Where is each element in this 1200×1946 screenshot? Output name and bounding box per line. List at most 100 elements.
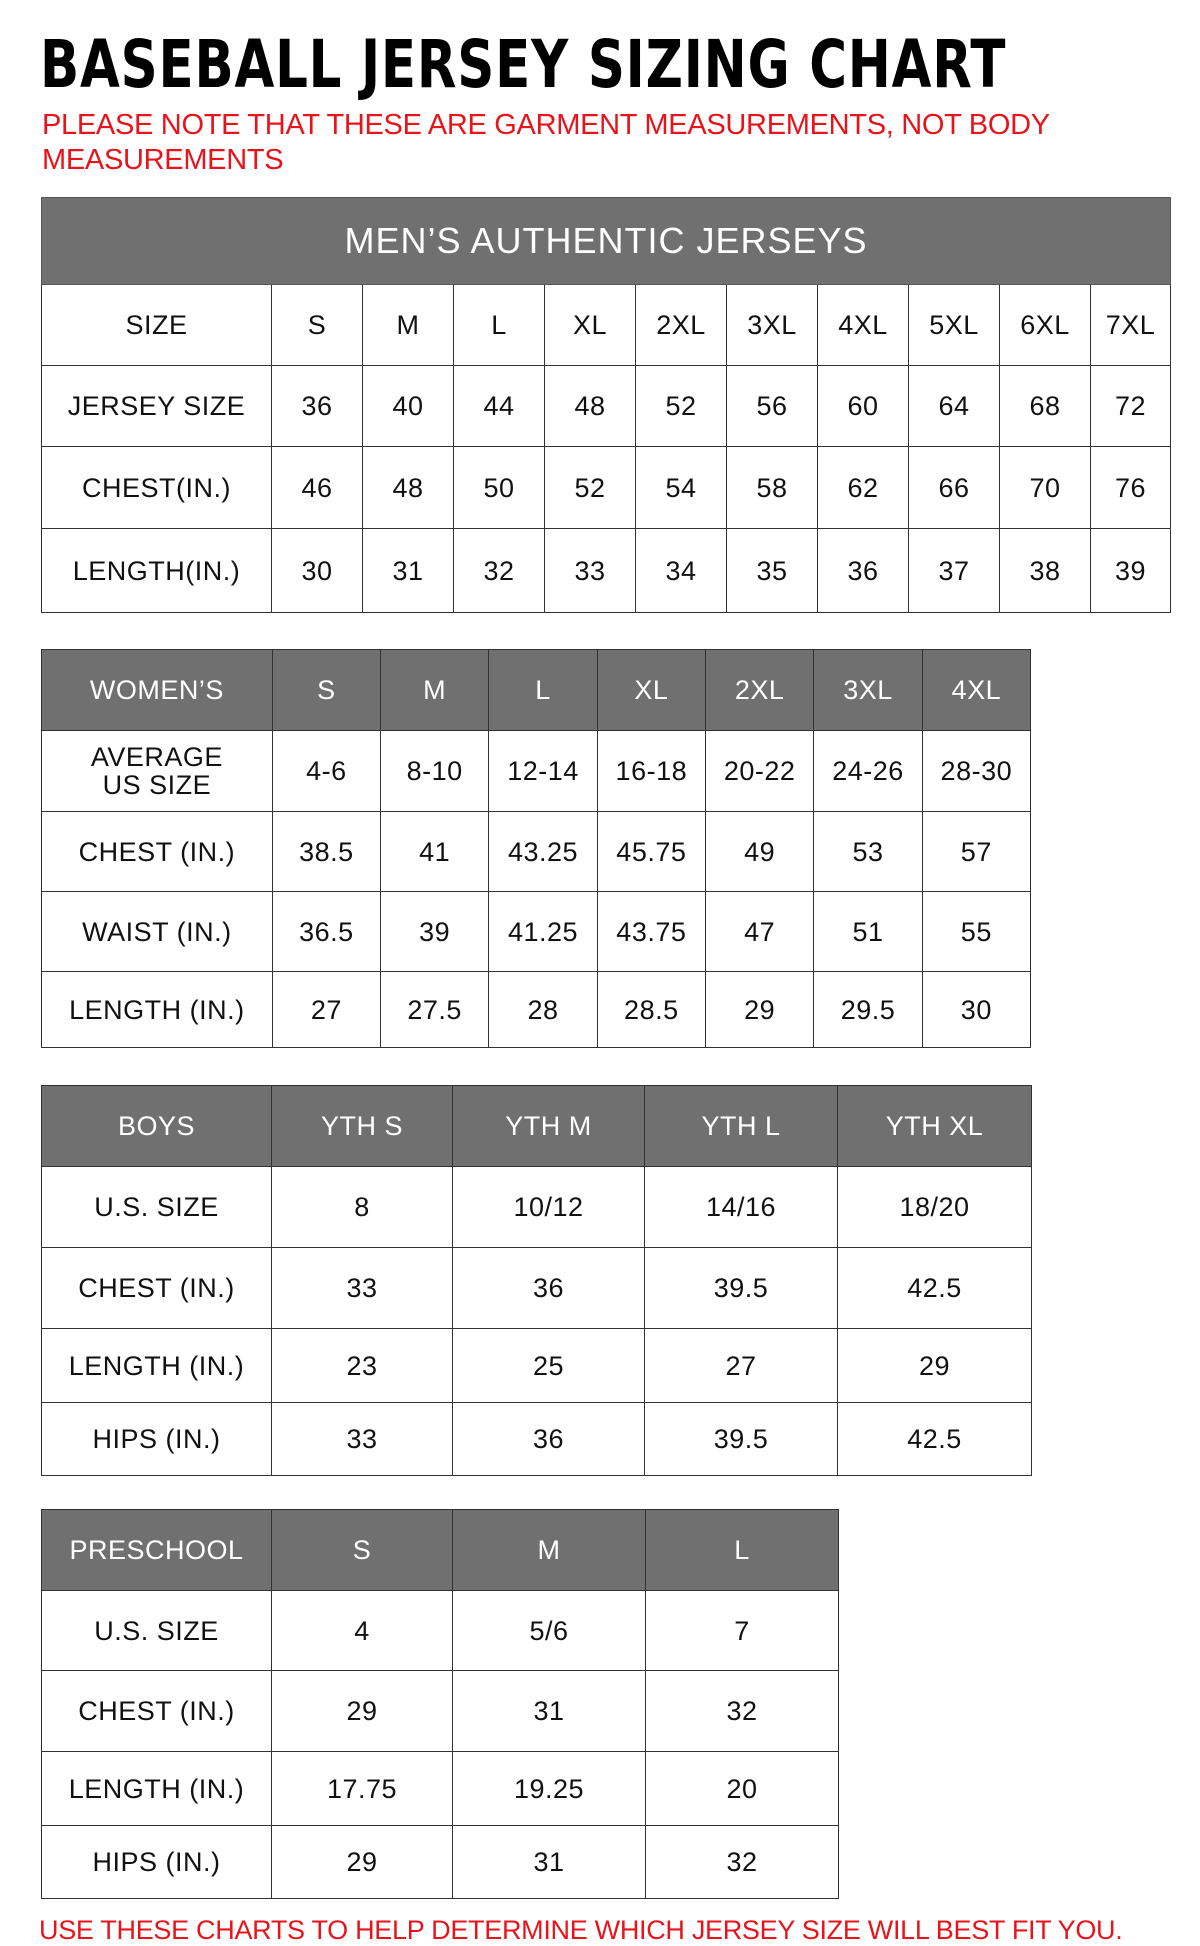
measurement-cell: 45.75 (596, 811, 707, 892)
measurement-cell: 28.5 (596, 971, 707, 1048)
row-label-cell: CHEST (IN.) (41, 1247, 272, 1329)
measurement-cell: 36 (817, 528, 909, 613)
measurement-cell: 37 (908, 528, 1000, 613)
row-label-cell: CHEST(IN.) (41, 446, 272, 529)
measurement-cell: 24-26 (813, 730, 923, 812)
measurement-cell: 20 (645, 1751, 839, 1826)
measurement-cell: 39 (1089, 528, 1172, 613)
size-header-cell: 5XL (908, 284, 1000, 366)
header-label-cell: SIZE (41, 284, 272, 366)
fit-help-footer: USE THESE CHARTS TO HELP DETERMINE WHICH… (39, 1915, 1123, 1945)
size-header-cell: M (380, 649, 490, 731)
womens-table: WOMEN’S S M L XL 2XL 3XL 4XL AVERAGE US SIZE 4-6 8… (41, 649, 1032, 1048)
measurement-cell: 8 (271, 1166, 453, 1248)
measurement-cell: 27.5 (380, 971, 490, 1048)
table-row: HIPS (IN.) 33 36 39.5 42.5 (41, 1402, 1032, 1476)
measurement-cell: 48 (544, 365, 636, 447)
size-header-cell: S (271, 649, 382, 731)
size-header-cell: YTH M (452, 1085, 645, 1167)
measurement-cell: 33 (271, 1402, 453, 1476)
size-header-cell: 3XL (813, 649, 923, 731)
measurement-cell: 30 (921, 971, 1032, 1048)
size-header-cell: 7XL (1089, 284, 1172, 366)
measurement-cell: 39.5 (644, 1247, 838, 1329)
measurement-cell: 33 (544, 528, 636, 613)
measurement-cell: 31 (452, 1670, 646, 1752)
measurement-cell: 8-10 (380, 730, 490, 812)
table-row: LENGTH (IN.) 23 25 27 29 (41, 1328, 1032, 1403)
row-label-cell: WAIST (IN.) (41, 891, 273, 972)
measurement-cell: 7 (645, 1590, 839, 1671)
table-header-row: WOMEN’S S M L XL 2XL 3XL 4XL (41, 649, 1032, 731)
row-label-cell: U.S. SIZE (41, 1590, 272, 1671)
measurement-cell: 27 (644, 1328, 838, 1403)
measurement-cell: 36 (452, 1402, 645, 1476)
table-row: LENGTH(IN.) 30 31 32 33 34 35 36 37 38 39 (41, 528, 1172, 613)
measurement-cell: 27 (271, 971, 382, 1048)
table-header-row: PRESCHOOL S M L (41, 1509, 839, 1591)
row-label-cell: LENGTH (IN.) (41, 971, 273, 1048)
measurement-cell: 29 (271, 1670, 453, 1752)
measurement-cell: 14/16 (644, 1166, 838, 1248)
measurement-cell: 39.5 (644, 1402, 838, 1476)
table-banner: MEN’S AUTHENTIC JERSEYS (40, 197, 1172, 285)
table-header-row: BOYS YTH S YTH M YTH L YTH XL (41, 1085, 1032, 1167)
measurement-cell: 23 (271, 1328, 453, 1403)
measurement-cell: 46 (271, 446, 363, 529)
size-header-cell: 4XL (817, 284, 909, 366)
measurement-cell: 41.25 (488, 891, 598, 972)
measurement-cell: 36.5 (271, 891, 382, 972)
measurement-cell: 4-6 (271, 730, 382, 812)
measurement-cell: 52 (544, 446, 636, 529)
size-header-cell: L (453, 284, 545, 366)
row-label-cell: AVERAGE US SIZE (41, 730, 273, 812)
measurement-cell: 20-22 (704, 730, 815, 812)
measurement-cell: 62 (817, 446, 909, 529)
size-header-cell: M (452, 1509, 646, 1591)
measurement-cell: 32 (453, 528, 545, 613)
measurement-cell: 32 (645, 1670, 839, 1752)
size-header-cell: S (271, 284, 363, 366)
row-label-cell: HIPS (IN.) (41, 1825, 272, 1899)
measurement-cell: 76 (1089, 446, 1172, 529)
size-header-cell: 4XL (921, 649, 1032, 731)
measurement-cell: 12-14 (488, 730, 598, 812)
header-label-cell: PRESCHOOL (41, 1509, 272, 1591)
measurement-cell: 55 (921, 891, 1032, 972)
measurement-cell: 31 (452, 1825, 646, 1899)
table-header-row: SIZE S M L XL 2XL 3XL 4XL 5XL 6XL 7XL (41, 284, 1172, 366)
size-header-cell: XL (544, 284, 636, 366)
table-row: AVERAGE US SIZE 4-6 8-10 12-14 16-18 20-22 24-… (41, 730, 1032, 812)
measurement-cell: 43.75 (596, 891, 707, 972)
row-label-cell: LENGTH (IN.) (41, 1751, 272, 1826)
measurement-cell: 25 (452, 1328, 645, 1403)
header-label-cell: WOMEN’S (41, 649, 273, 731)
measurement-cell: 68 (999, 365, 1091, 447)
table-row: WAIST (IN.) 36.5 39 41.25 43.75 47 51 55 (41, 891, 1032, 972)
measurement-cell: 64 (908, 365, 1000, 447)
measurement-cell: 28-30 (921, 730, 1032, 812)
measurement-cell: 28 (488, 971, 598, 1048)
size-header-cell: M (362, 284, 454, 366)
measurement-cell: 29 (704, 971, 815, 1048)
size-header-cell: L (488, 649, 598, 731)
measurement-cell: 32 (645, 1825, 839, 1899)
measurement-cell: 41 (380, 811, 490, 892)
measurement-cell: 36 (452, 1247, 645, 1329)
measurement-cell: 34 (635, 528, 727, 613)
measurement-cell: 53 (813, 811, 923, 892)
size-header-cell: 2XL (704, 649, 815, 731)
measurement-cell: 51 (813, 891, 923, 972)
measurement-cell: 70 (999, 446, 1091, 529)
measurement-cell: 4 (271, 1590, 453, 1671)
header-label-cell: BOYS (41, 1085, 272, 1167)
measurement-cell: 50 (453, 446, 545, 529)
measurement-cell: 5/6 (452, 1590, 646, 1671)
measurement-cell: 47 (704, 891, 815, 972)
measurement-cell: 17.75 (271, 1751, 453, 1826)
measurement-cell: 44 (453, 365, 545, 447)
table-row: CHEST(IN.) 46 48 50 52 54 58 62 66 70 76 (41, 446, 1172, 529)
row-label-cell: CHEST (IN.) (41, 1670, 272, 1752)
measurement-cell: 40 (362, 365, 454, 447)
measurement-cell: 42.5 (837, 1402, 1032, 1476)
